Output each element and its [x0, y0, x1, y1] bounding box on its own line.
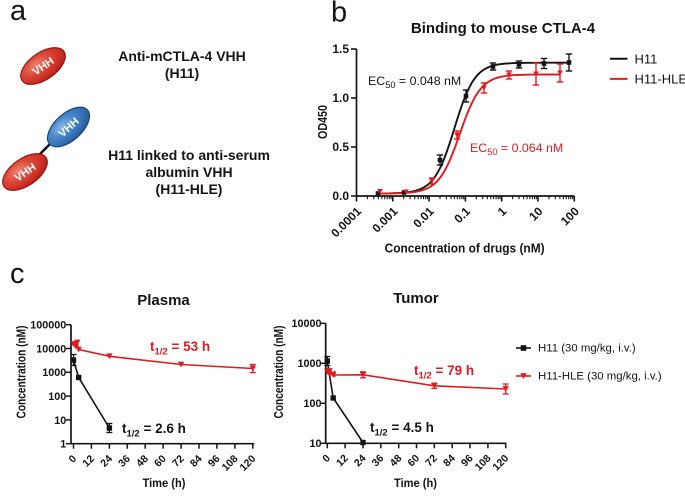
svg-text:H11-HLE: H11-HLE	[635, 72, 685, 87]
svg-text:EC50 = 0.048 nM: EC50 = 0.048 nM	[368, 74, 461, 90]
svg-text:albumin VHH: albumin VHH	[145, 164, 232, 180]
svg-text:EC50 = 0.064 nM: EC50 = 0.064 nM	[470, 141, 563, 157]
svg-text:(H11): (H11)	[165, 65, 199, 81]
svg-text:H11: H11	[635, 52, 658, 67]
svg-text:100000: 100000	[30, 320, 66, 332]
svg-text:1: 1	[60, 439, 66, 451]
svg-text:H11-HLE (30 mg/kg, i.v.): H11-HLE (30 mg/kg, i.v.)	[538, 371, 662, 383]
svg-text:100: 100	[303, 398, 321, 410]
svg-text:1000: 1000	[42, 367, 66, 379]
svg-text:Plasma: Plasma	[137, 292, 190, 309]
svg-text:Concentration (nM): Concentration (nM)	[15, 326, 29, 419]
svg-text:(H11-HLE): (H11-HLE)	[156, 181, 223, 197]
svg-text:Tumor: Tumor	[393, 290, 439, 307]
svg-text:10: 10	[309, 438, 321, 450]
svg-text:1000: 1000	[297, 358, 321, 370]
svg-text:10: 10	[54, 415, 66, 427]
svg-text:10000: 10000	[291, 318, 321, 330]
svg-text:10000: 10000	[36, 343, 66, 355]
svg-text:Anti-mCTLA-4 VHH: Anti-mCTLA-4 VHH	[118, 48, 246, 64]
svg-text:Binding to mouse CTLA-4: Binding to mouse CTLA-4	[411, 20, 596, 37]
svg-text:Concentration of drugs (nM): Concentration of drugs (nM)	[385, 242, 545, 256]
svg-text:H11 (30 mg/kg, i.v.): H11 (30 mg/kg, i.v.)	[538, 343, 636, 355]
svg-text:Time (h): Time (h)	[394, 476, 437, 490]
svg-text:Time (h): Time (h)	[143, 476, 186, 490]
svg-text:100: 100	[48, 391, 66, 403]
svg-text:0.0: 0.0	[332, 189, 349, 203]
svg-text:0.5: 0.5	[332, 140, 349, 154]
svg-text:a: a	[10, 0, 27, 27]
svg-text:1.0: 1.0	[332, 91, 349, 105]
svg-text:H11 linked to anti-serum: H11 linked to anti-serum	[108, 147, 270, 163]
svg-text:1.5: 1.5	[332, 42, 349, 56]
svg-text:OD450: OD450	[316, 105, 330, 139]
svg-text:b: b	[331, 0, 347, 29]
svg-text:c: c	[10, 258, 25, 290]
svg-text:Concentration (nM): Concentration (nM)	[272, 326, 286, 419]
